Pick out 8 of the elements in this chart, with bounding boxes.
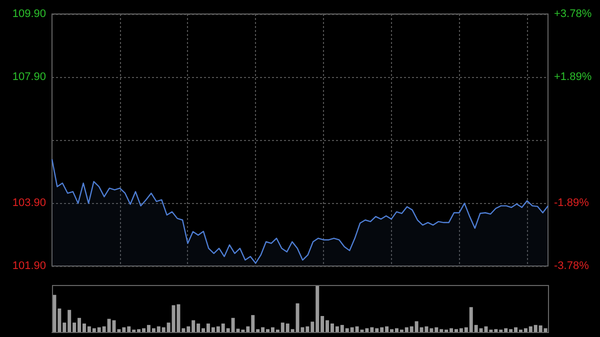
y2-tick-label: +1.89% xyxy=(554,71,592,83)
y-tick-label: 103.90 xyxy=(12,197,46,209)
y2-tick-label: -1.89% xyxy=(554,197,590,209)
y-tick-label: 101.90 xyxy=(12,260,46,272)
y-tick-label: 107.90 xyxy=(12,71,46,83)
y2-tick-label: +3.78% xyxy=(554,8,592,20)
y-tick-label: 109.90 xyxy=(12,8,46,20)
y2-tick-label: -3.78% xyxy=(554,260,590,272)
